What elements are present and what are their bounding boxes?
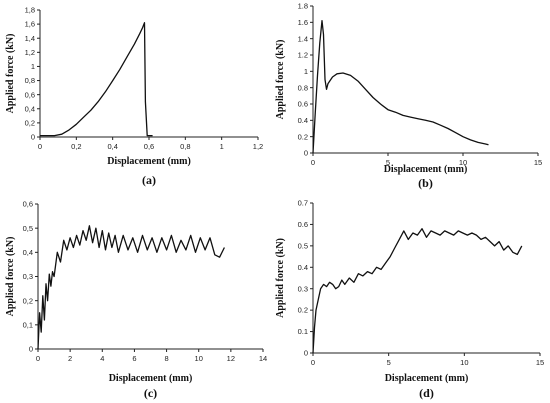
x-tick-label: 0,6 xyxy=(144,142,154,151)
y-axis-title: Applied force (kN) xyxy=(275,40,286,120)
y-tick-label: 0.7 xyxy=(298,199,308,208)
x-tick-label: 0 xyxy=(36,354,40,363)
y-tick-label: 0,3 xyxy=(23,272,33,281)
y-tick-label: 0,4 xyxy=(25,104,35,113)
panel-c: 0 2 4 6 8 10 12 14 0 0,1 0,2 0,3 0,4 0,5 0,6 Displaceme… xyxy=(5,200,267,400)
y-tick-label: 0 xyxy=(29,345,33,354)
y-axis-title: Applied force (kN) xyxy=(275,238,286,318)
x-tick-label: 0,2 xyxy=(71,142,81,151)
panel-label: (d) xyxy=(419,386,434,400)
x-tick-label: 15 xyxy=(534,158,542,167)
y-axis-title: Applied force (kN) xyxy=(5,237,16,317)
panel-d: 0 5 10 15 0 0.1 0.2 0.3 0.4 0.5 0.6 0.7 Displacement… xyxy=(275,199,544,400)
x-axis-title: Displacement (mm) xyxy=(384,164,468,175)
x-tick-label: 5 xyxy=(387,358,391,367)
y-tick-label: 0,6 xyxy=(23,200,33,209)
x-axis-title: Displacement (mm) xyxy=(385,373,469,384)
x-tick-label: 0 xyxy=(311,158,315,167)
y-tick-label: 0 xyxy=(31,133,35,142)
y-tick-label: 0.8 xyxy=(298,83,308,92)
y-tick-label: 1.2 xyxy=(298,51,308,60)
x-tick-label: 10 xyxy=(195,354,203,363)
y-tick-label: 1,4 xyxy=(25,34,35,43)
y-tick-label: 1.8 xyxy=(298,2,308,11)
y-tick-label: 0,8 xyxy=(25,76,35,85)
y-tick-label: 0.6 xyxy=(298,100,308,109)
series-line-a xyxy=(40,23,153,136)
series-line-d xyxy=(313,229,522,353)
y-tick-label: 0.2 xyxy=(298,306,308,315)
y-tick-label: 1,6 xyxy=(25,20,35,29)
y-tick-label: 1 xyxy=(31,62,35,71)
y-tick-label: 0,5 xyxy=(23,224,33,233)
x-tick-label: 1,2 xyxy=(253,142,263,151)
y-tick-label: 1.6 xyxy=(298,18,308,27)
y-tick-label: 1.4 xyxy=(298,34,308,43)
y-tick-label: 0.6 xyxy=(298,220,308,229)
x-tick-label: 0,4 xyxy=(107,142,117,151)
x-tick-label: 0 xyxy=(311,358,315,367)
x-axis-title: Displacement (mm) xyxy=(109,373,193,384)
y-tick-label: 0 xyxy=(304,349,308,358)
y-tick-label: 0,2 xyxy=(23,296,33,305)
x-tick-label: 10 xyxy=(460,358,468,367)
y-tick-label: 1,8 xyxy=(25,6,35,15)
x-tick-label: 1 xyxy=(220,142,224,151)
x-tick-label: 6 xyxy=(132,354,136,363)
x-tick-label: 8 xyxy=(164,354,168,363)
y-tick-label: 0.2 xyxy=(298,132,308,141)
x-tick-label: 0 xyxy=(38,142,42,151)
panel-a: 0 0,2 0,4 0,6 0,8 1 1,2 0 0,2 0,4 0,6 0,8 1 1,2 1,4 1,6… xyxy=(5,6,263,187)
panel-label: (a) xyxy=(142,173,156,187)
y-axis-title: Applied force (kN) xyxy=(5,34,16,114)
panel-label: (b) xyxy=(418,176,433,190)
x-tick-label: 15 xyxy=(536,358,544,367)
y-tick-label: 0.3 xyxy=(298,284,308,293)
x-tick-label: 4 xyxy=(100,354,104,363)
panel-b: 0 5 10 1500.20.40.60.811.21.41.61.8Displace… xyxy=(275,2,542,190)
x-axis-title: Displacement (mm) xyxy=(107,156,191,167)
y-tick-label: 1 xyxy=(304,67,308,76)
y-tick-label: 0,1 xyxy=(23,320,33,329)
series-line-c xyxy=(38,226,224,349)
y-tick-label: 0.4 xyxy=(298,116,308,125)
y-tick-label: 0,4 xyxy=(23,248,33,257)
x-tick-label: 0,8 xyxy=(180,142,190,151)
x-tick-label: 2 xyxy=(68,354,72,363)
series-line-b xyxy=(313,21,489,153)
y-tick-label: 0 xyxy=(304,149,308,158)
x-tick-label: 12 xyxy=(227,354,235,363)
y-tick-label: 0,2 xyxy=(25,118,35,127)
y-tick-label: 0.4 xyxy=(298,263,308,272)
y-tick-label: 0,6 xyxy=(25,90,35,99)
y-tick-label: 1,2 xyxy=(25,48,35,57)
x-tick-label: 14 xyxy=(259,354,267,363)
y-tick-label: 0.5 xyxy=(298,241,308,250)
panel-label: (c) xyxy=(144,386,157,400)
y-tick-label: 0.1 xyxy=(298,327,308,336)
